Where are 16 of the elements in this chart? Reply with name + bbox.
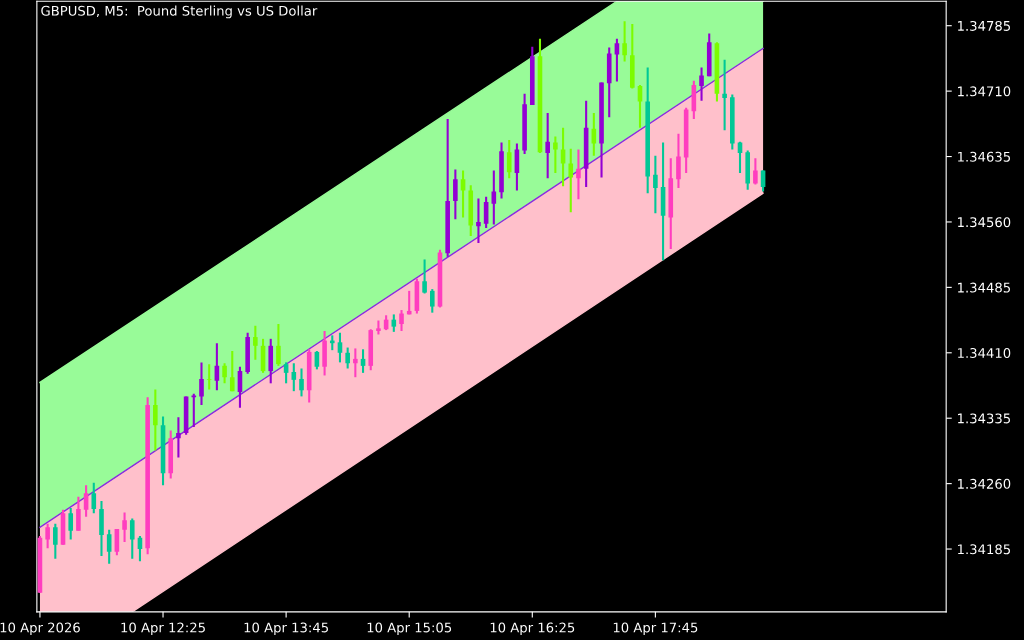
chart-title: GBPUSD, M5: Pound Sterling vs US Dollar bbox=[41, 5, 318, 19]
x-tick-label: 10 Apr 16:25 bbox=[490, 622, 575, 636]
x-tick-label: 10 Apr 17:45 bbox=[613, 622, 698, 636]
x-tick-label: 10 Apr 12:25 bbox=[121, 622, 205, 636]
y-tick-label: 1.34710 bbox=[958, 86, 1011, 97]
y-tick-label: 1.34410 bbox=[958, 348, 1011, 358]
x-tick-label: 10 Apr 15:05 bbox=[367, 622, 452, 636]
y-tick-label: 1.34185 bbox=[958, 544, 1010, 555]
y-tick-label: 1.34560 bbox=[958, 217, 1011, 228]
x-tick-label: 10 Apr 13:45 bbox=[244, 622, 328, 636]
y-tick-label: 1.34485 bbox=[958, 282, 1010, 293]
y-tick-label: 1.34635 bbox=[958, 151, 1010, 162]
y-tick-label: 1.34335 bbox=[958, 413, 1010, 424]
x-tick-label: 10 Apr 2026 bbox=[0, 622, 80, 636]
y-tick-label: 1.34260 bbox=[958, 478, 1011, 489]
y-tick-label: 1.34785 bbox=[958, 20, 1010, 31]
